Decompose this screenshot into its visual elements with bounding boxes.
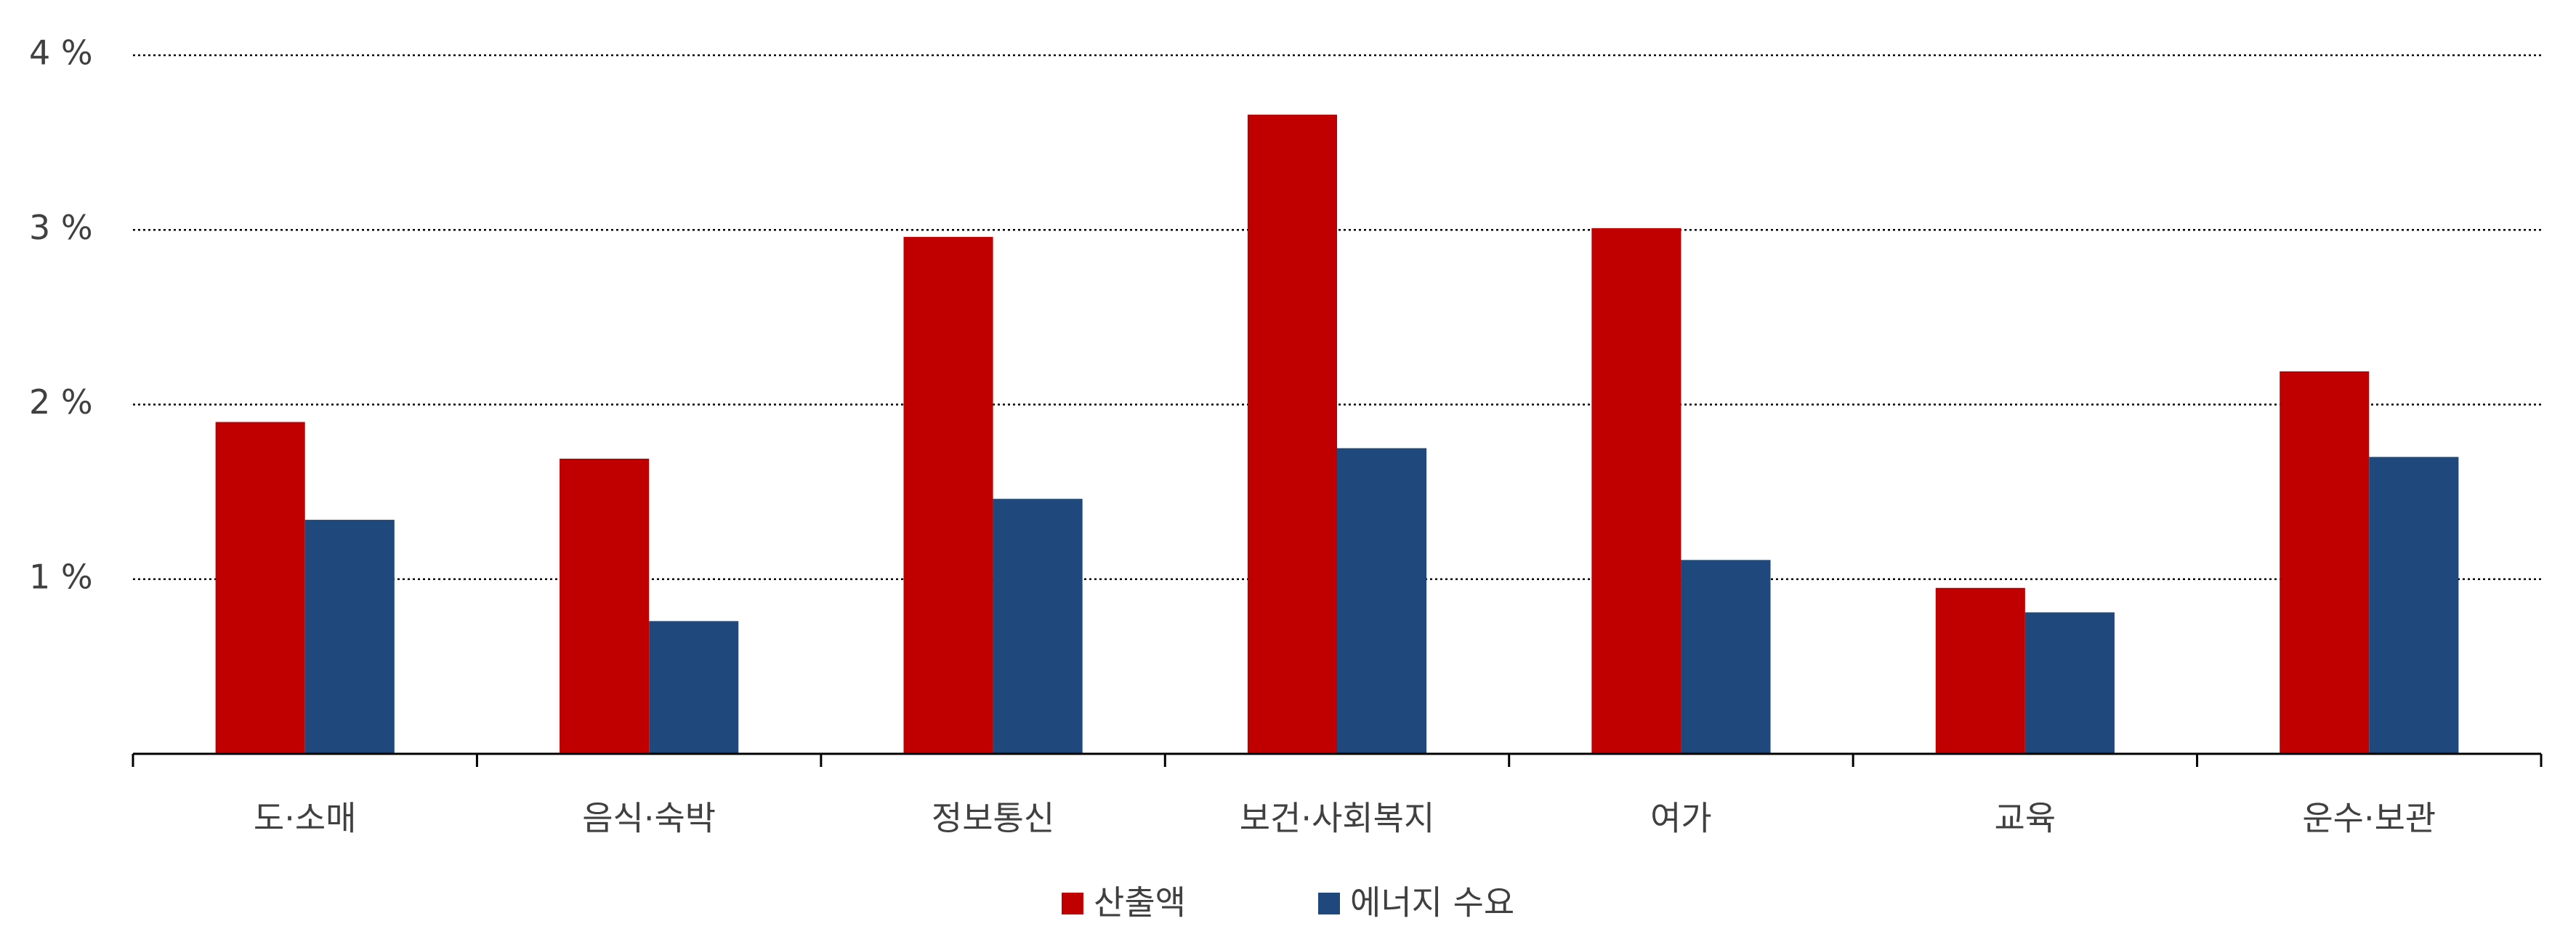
bar bbox=[304, 520, 395, 754]
legend-swatch bbox=[1318, 893, 1340, 914]
x-tick-label: 여가 bbox=[1650, 799, 1712, 838]
bar bbox=[1591, 228, 1681, 754]
x-tick-label: 도·소매 bbox=[254, 799, 357, 838]
bar bbox=[560, 458, 650, 754]
bar bbox=[2024, 612, 2115, 754]
bar bbox=[2280, 371, 2370, 754]
bar bbox=[215, 422, 305, 754]
legend-label: 산출액 bbox=[1094, 883, 1186, 922]
x-tick-label: 보건·사회복지 bbox=[1240, 799, 1435, 838]
bar bbox=[993, 499, 1083, 754]
x-tick-label: 음식·숙박 bbox=[582, 799, 716, 838]
x-tick-label: 운수·보관 bbox=[2302, 799, 2436, 838]
bar bbox=[2369, 457, 2459, 754]
bar bbox=[903, 236, 993, 754]
bar bbox=[1681, 560, 1771, 754]
bar bbox=[649, 621, 739, 754]
y-tick-label: 4 % bbox=[29, 33, 93, 73]
x-tick-label: 교육 bbox=[1995, 799, 2056, 838]
bar bbox=[1247, 114, 1337, 754]
bar bbox=[1337, 448, 1427, 754]
y-tick-label: 3 % bbox=[29, 208, 93, 247]
legend-swatch bbox=[1062, 893, 1083, 914]
y-tick-label: 2 % bbox=[29, 382, 93, 422]
bar bbox=[1935, 587, 2025, 754]
x-tick-label: 정보통신 bbox=[932, 799, 1054, 838]
y-tick-label: 1 % bbox=[29, 557, 93, 596]
legend-label: 에너지 수요 bbox=[1350, 883, 1514, 922]
